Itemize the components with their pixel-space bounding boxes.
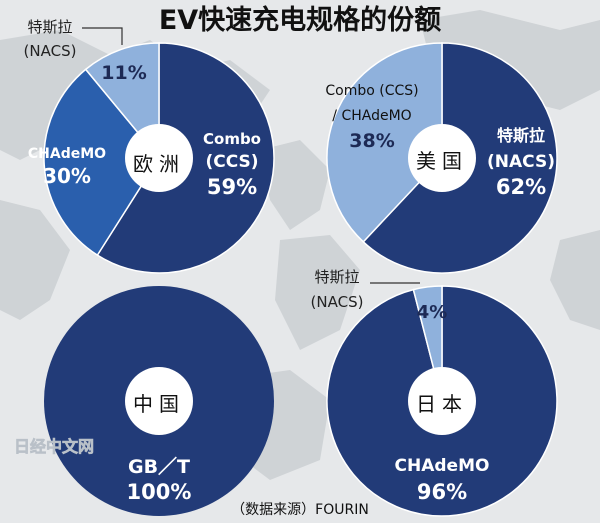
slice-label-japan-nacs-line1: 特斯拉: [314, 268, 359, 286]
slice-label-usa-other-line1: Combo (CCS): [325, 83, 418, 99]
chart-title: EV快速充电规格的份额: [159, 4, 441, 36]
slice-value-europe-nacs: 11%: [101, 62, 146, 84]
slice-label-usa-nacs-line1: 特斯拉: [497, 126, 545, 145]
pie-europe: 欧洲 Combo (CCS) 59% CHAdeMO 30% 特斯拉 (NACS…: [24, 18, 275, 274]
slice-value-europe-ccs: 59%: [207, 175, 257, 199]
slice-value-japan-nacs: 4%: [417, 302, 448, 323]
slice-label-japan-nacs-line2: (NACS): [311, 293, 364, 311]
region-label-china: 中国: [133, 392, 185, 416]
slice-label-usa-nacs-line2: (NACS): [487, 152, 555, 172]
slice-label-europe-ccs-line1: Combo: [203, 130, 261, 148]
slice-label-europe-nacs-line1: 特斯拉: [27, 18, 72, 36]
pie-center-europe: [125, 124, 193, 192]
slice-label-europe-ccs-line2: (CCS): [205, 152, 258, 172]
slice-label-china-gbt: GB／T: [128, 455, 190, 478]
pie-slice-usa-combo-chademo: [326, 42, 443, 243]
slice-value-europe-chademo: 30%: [43, 164, 91, 188]
region-label-japan: 日本: [416, 392, 468, 416]
slice-value-usa-other: 38%: [349, 130, 394, 152]
pie-slice-europe-nacs: [84, 42, 160, 161]
pie-center-usa: [408, 124, 476, 192]
slice-label-usa-other-line2: / CHAdeMO: [332, 108, 411, 124]
pie-slice-europe-chademo: [43, 68, 160, 257]
pie-center-japan: [408, 367, 476, 435]
slice-label-europe-nacs-line2: (NACS): [24, 42, 77, 60]
slice-label-europe-chademo: CHAdeMO: [28, 146, 106, 162]
pie-japan: 日本 CHAdeMO 96% 特斯拉 (NACS) 4%: [311, 268, 558, 517]
leader-line-europe-nacs: [82, 27, 123, 45]
slice-label-japan-chademo: CHAdeMO: [395, 456, 490, 476]
pie-china: 中国 GB／T 100%: [44, 286, 274, 516]
pie-center-china: [125, 367, 193, 435]
watermark-text: 日经中文网: [14, 437, 94, 456]
region-label-usa: 美国: [416, 149, 468, 173]
region-label-europe: 欧洲: [133, 152, 185, 176]
slice-value-china-gbt: 100%: [127, 480, 192, 504]
pie-usa: 美国 特斯拉 (NACS) 62% Combo (CCS) / CHAdeMO …: [325, 42, 558, 274]
source-note: （数据来源）FOURIN: [231, 502, 369, 518]
slice-value-japan-chademo: 96%: [417, 480, 467, 504]
slice-value-usa-nacs: 62%: [496, 175, 546, 199]
